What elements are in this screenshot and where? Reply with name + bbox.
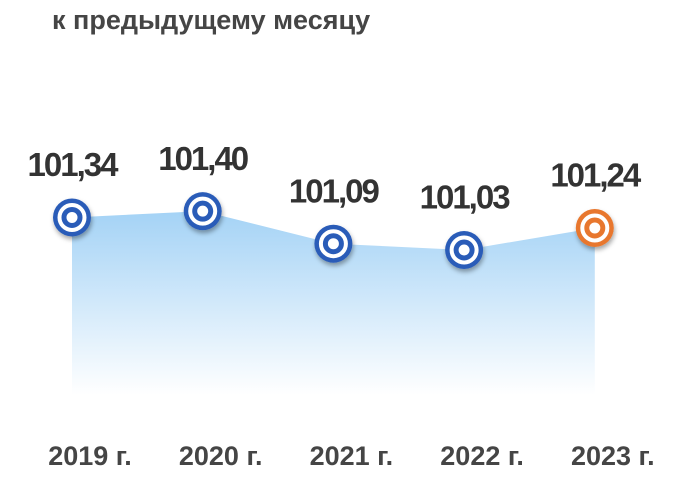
marker-core xyxy=(324,235,342,253)
marker-core xyxy=(455,241,473,259)
value-label: 101,24 xyxy=(550,157,642,194)
x-tick-label: 2019 г. xyxy=(48,441,132,471)
marker-core xyxy=(63,208,81,226)
value-label: 101,09 xyxy=(289,172,380,209)
marker-core xyxy=(194,202,212,220)
x-tick-label: 2021 г. xyxy=(310,441,394,471)
x-tick-label: 2020 г. xyxy=(179,441,263,471)
value-label: 101,03 xyxy=(420,179,511,216)
x-tick-label: 2022 г. xyxy=(440,441,524,471)
value-label: 101,34 xyxy=(28,146,120,183)
value-label: 101,40 xyxy=(158,140,248,177)
x-tick-label: 2023 г. xyxy=(571,441,655,471)
marker-core xyxy=(586,219,604,237)
chart-title: к предыдущему месяцу xyxy=(52,5,370,35)
